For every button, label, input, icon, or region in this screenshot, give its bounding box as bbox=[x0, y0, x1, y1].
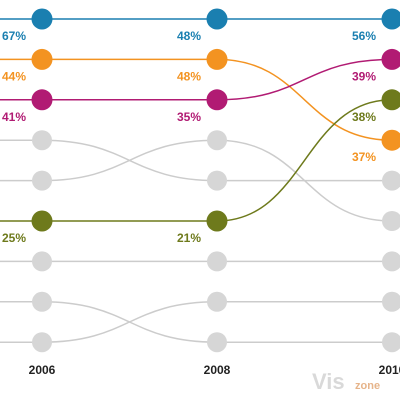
background-line-4 bbox=[0, 301, 400, 343]
series-point-2 bbox=[31, 48, 53, 70]
background-point bbox=[32, 130, 52, 151]
series-point-1 bbox=[381, 8, 400, 30]
data-label: 25% bbox=[2, 231, 26, 245]
data-label: 35% bbox=[177, 110, 201, 124]
watermark: Vis zone bbox=[312, 369, 380, 394]
background-point bbox=[382, 251, 400, 272]
background-point bbox=[207, 291, 227, 312]
x-axis-ticks: 2006 2008 2010 bbox=[29, 363, 400, 377]
background-point bbox=[382, 170, 400, 191]
series-point-3 bbox=[31, 89, 53, 111]
series-point-3 bbox=[206, 89, 228, 111]
background-points bbox=[32, 130, 400, 353]
background-line-5 bbox=[0, 301, 400, 343]
data-label: 37% bbox=[352, 150, 376, 164]
background-point bbox=[207, 170, 227, 191]
series-point-4 bbox=[31, 210, 53, 232]
watermark-zone: zone bbox=[355, 380, 380, 392]
value-labels: 67% 48% 56% 44% 48% 37% 41% 35% 39% 25% 21% 38% bbox=[2, 29, 376, 245]
background-point bbox=[32, 291, 52, 312]
background-point bbox=[32, 170, 52, 191]
watermark-vis: Vis bbox=[312, 369, 345, 394]
series-point-4 bbox=[206, 210, 228, 232]
background-point bbox=[207, 251, 227, 272]
background-line-1 bbox=[0, 139, 400, 182]
background-point bbox=[382, 211, 400, 231]
series-point-1 bbox=[206, 8, 228, 30]
data-label: 39% bbox=[352, 69, 376, 83]
data-label: 67% bbox=[2, 29, 26, 43]
data-label: 48% bbox=[177, 29, 201, 43]
background-point bbox=[32, 332, 52, 353]
highlight-points bbox=[31, 8, 400, 232]
data-label: 44% bbox=[2, 69, 26, 83]
x-tick-label: 2010 bbox=[379, 363, 400, 377]
x-tick-label: 2008 bbox=[204, 363, 231, 377]
background-point bbox=[32, 251, 52, 272]
data-label: 38% bbox=[352, 110, 376, 124]
background-point bbox=[207, 332, 227, 353]
x-tick-label: 2006 bbox=[29, 363, 56, 377]
series-point-4 bbox=[381, 89, 400, 111]
background-point bbox=[382, 291, 400, 312]
background-point bbox=[207, 130, 227, 151]
series-line-4 bbox=[0, 99, 400, 222]
series-point-2 bbox=[206, 48, 228, 70]
data-label: 41% bbox=[2, 110, 26, 124]
series-point-1 bbox=[31, 8, 53, 30]
background-point bbox=[382, 332, 400, 353]
series-point-3 bbox=[381, 48, 400, 70]
series-point-2 bbox=[381, 129, 400, 151]
data-label: 48% bbox=[177, 69, 201, 83]
data-label: 21% bbox=[177, 231, 201, 245]
data-label: 56% bbox=[352, 29, 376, 43]
